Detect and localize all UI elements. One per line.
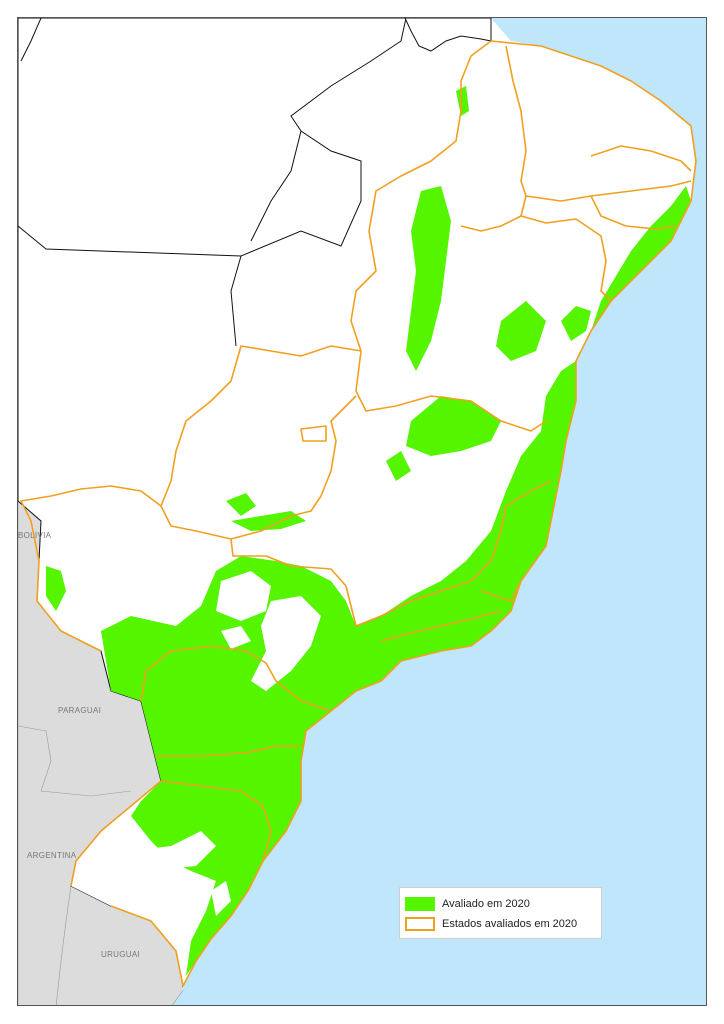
non-evaluated-patches (71, 571, 376, 931)
map-canvas: BOLIVIA PARAGUAI ARGENTINA URUGUAI (17, 17, 707, 1006)
legend-swatch-filled (405, 897, 435, 911)
evaluated-area-polygons (46, 86, 691, 976)
label-uruguay: URUGUAI (101, 950, 140, 959)
legend-item-states: Estados avaliados em 2020 (405, 916, 577, 932)
non-evaluated-state-borders (18, 18, 407, 347)
legend-label-states: Estados avaliados em 2020 (442, 918, 578, 930)
legend-label-evaluated: Avaliado em 2020 (442, 898, 530, 910)
map-legend: Avaliado em 2020 Estados avaliados em 20… (399, 887, 602, 939)
label-paraguay: PARAGUAI (58, 706, 102, 715)
amapa-coast (404, 18, 492, 52)
label-bolivia: BOLIVIA (18, 531, 52, 540)
legend-item-evaluated: Avaliado em 2020 (405, 896, 530, 912)
label-argentina: ARGENTINA (27, 851, 77, 860)
map-svg (18, 18, 706, 1005)
legend-swatch-outline (405, 917, 435, 931)
paraguay-argentina-border (18, 725, 132, 797)
atlantic-ocean (183, 18, 706, 1005)
evaluated-state-borders (20, 40, 697, 987)
argentina-uruguay-border (55, 885, 72, 1005)
